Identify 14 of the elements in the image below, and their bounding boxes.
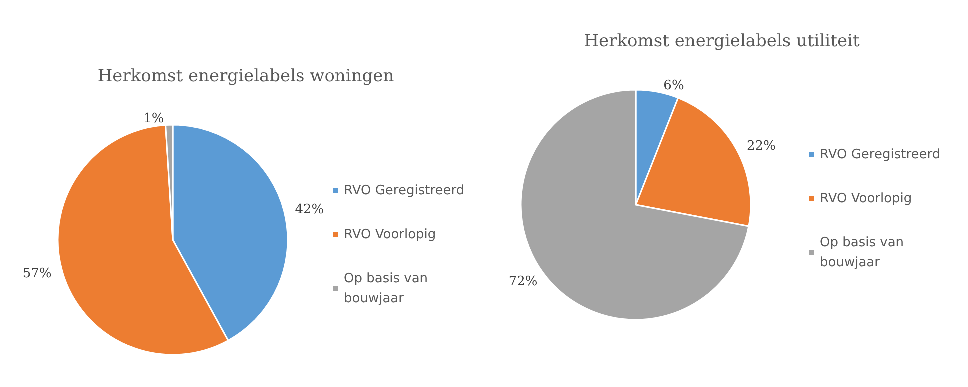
legend-label: RVO Voorlopig: [344, 228, 436, 242]
data-label: 57%: [22, 266, 52, 282]
data-label: 42%: [295, 202, 324, 218]
data-label: 72%: [508, 274, 538, 290]
legend-label: RVO Voorlopig: [820, 192, 912, 206]
data-label: 1%: [144, 112, 164, 127]
legend-label: Op basis van bouwjaar: [344, 272, 432, 306]
legend-label: RVO Geregistreerd: [344, 184, 465, 198]
legend-label: Op basis van bouwjaar: [820, 236, 908, 270]
chart-title: Herkomst energielabels woningen: [98, 66, 394, 86]
legend-label: RVO Geregistreerd: [820, 148, 941, 162]
chart-title: Herkomst energielabels utiliteit: [584, 32, 860, 52]
data-label: 6%: [664, 78, 684, 94]
data-label: 22%: [747, 139, 776, 154]
